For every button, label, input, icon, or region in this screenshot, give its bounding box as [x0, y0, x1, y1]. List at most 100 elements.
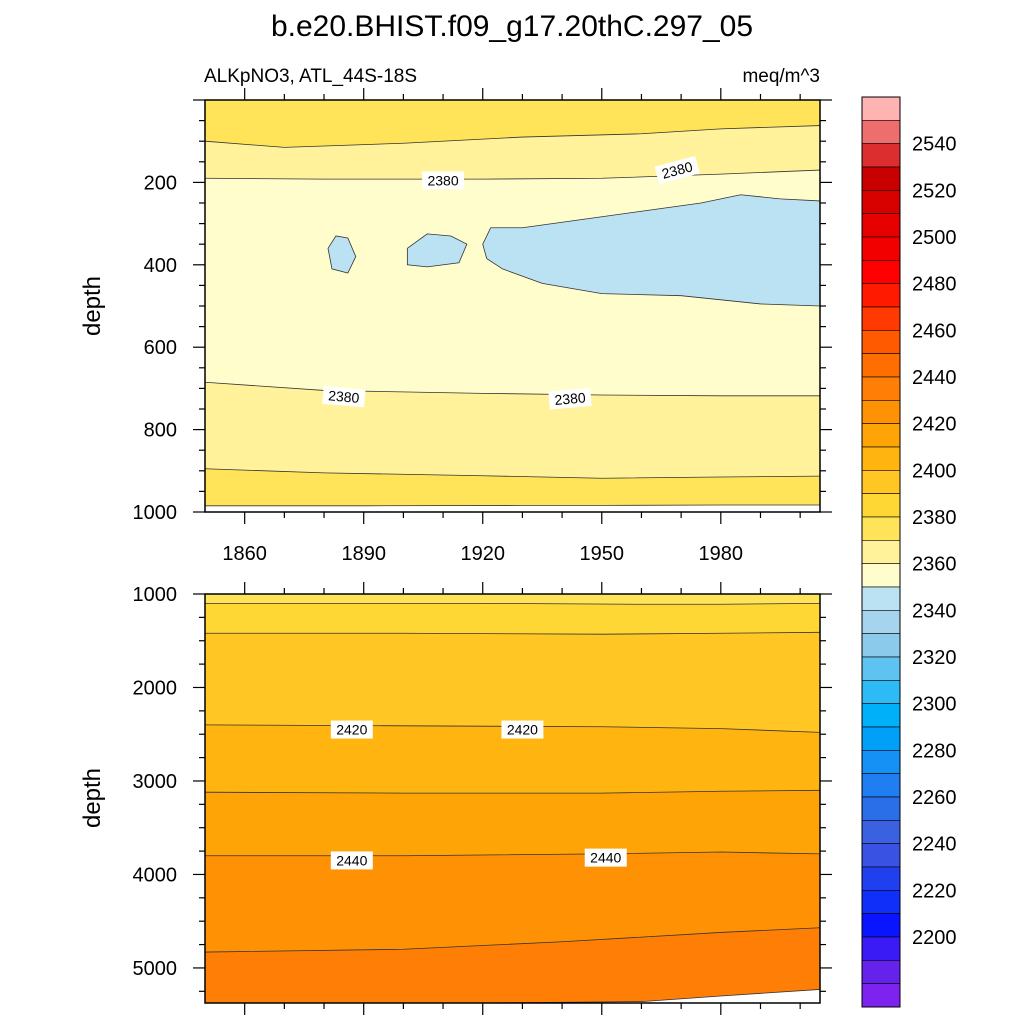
x-tick-label: 1920 [460, 543, 505, 565]
contour-blob-0 [327, 235, 357, 274]
colorbar-swatch [861, 330, 901, 354]
bottom-y-axis-label: depth [79, 768, 106, 828]
colorbar-swatch [861, 423, 901, 448]
contour-line-6 [205, 602, 820, 605]
contour-line-3 [205, 169, 820, 180]
x-axis-ticks [244, 88, 801, 524]
contour-label: 2440 [584, 848, 627, 867]
colorbar-label: 2220 [912, 880, 957, 902]
colorbar-label: 2240 [912, 834, 957, 856]
colorbar-swatch [861, 516, 901, 541]
colorbar-swatch [861, 470, 901, 494]
colorbar-swatch [861, 166, 901, 191]
y-tick-label: 1000 [133, 502, 178, 524]
subtitle-left: ALKpNO3, ATL_44S-18S [204, 66, 417, 87]
y-tick-label: 400 [144, 255, 177, 277]
contour-label: 2420 [330, 720, 373, 739]
colorbar-swatch [861, 96, 901, 121]
colorbar-swatch [861, 143, 901, 168]
colorbar-swatch [861, 913, 901, 938]
colorbar-label: 2400 [912, 460, 957, 482]
top-panel: 1860 1890 1920 1950 1980 200 400 600 800 1000 2380… [133, 88, 832, 565]
colorbar-swatch [861, 190, 901, 214]
y-tick-label: 200 [144, 172, 177, 194]
colorbar-label: 2540 [912, 134, 957, 156]
contour-label: 2440 [330, 851, 373, 870]
contour-label: 2380 [422, 171, 465, 190]
contour-band-6 [205, 594, 820, 605]
colorbar-label: 2480 [912, 274, 957, 296]
contour-fills [205, 100, 820, 507]
colorbar-swatch [861, 306, 901, 331]
colorbar-label: 2440 [912, 367, 957, 389]
x-tick-label: 1890 [341, 543, 386, 565]
x-axis-ticks [244, 582, 801, 1015]
y-tick-label: 600 [144, 337, 177, 359]
colorbar-swatch [861, 633, 901, 658]
svg-text:2380: 2380 [554, 389, 587, 408]
y-tick-label: 4000 [133, 864, 178, 886]
colorbar-swatch [861, 353, 901, 378]
y-tick-label: 5000 [133, 958, 178, 980]
colorbar-swatch [861, 960, 901, 984]
contour-label: 2380 [322, 385, 366, 408]
colorbar-swatch [861, 680, 901, 704]
colorbar-swatch [861, 400, 901, 424]
contour-line-5 [205, 631, 820, 635]
colorbar-label: 2280 [912, 740, 957, 762]
colorbar-label: 2200 [912, 927, 957, 949]
colorbar-swatch [861, 120, 901, 144]
svg-text:2380: 2380 [660, 158, 694, 182]
colorbar-swatch [861, 610, 901, 634]
colorbar-label: 2320 [912, 647, 957, 669]
colorbar-swatch [861, 236, 901, 261]
colorbar-swatch [861, 376, 901, 401]
y-axis-ticks [193, 593, 832, 992]
colorbar-swatch [861, 890, 901, 914]
contour-line-1 [205, 927, 820, 953]
contour-fills [205, 594, 820, 1003]
colorbar-swatch [861, 866, 901, 891]
colorbar-swatch [861, 726, 901, 751]
contour-line-0 [205, 504, 820, 507]
contour-line-0 [205, 989, 820, 1003]
colorbar-swatch [861, 750, 901, 774]
svg-text:2380: 2380 [328, 387, 361, 406]
y-tick-label: 800 [144, 420, 177, 442]
colorbar-label: 2340 [912, 600, 957, 622]
svg-text:2420: 2420 [336, 722, 367, 738]
colorbar-swatch [861, 446, 901, 471]
contour-line-3 [205, 789, 820, 794]
colorbar-swatch [861, 493, 901, 518]
contour-line-4 [205, 125, 820, 148]
colorbar-label: 2380 [912, 507, 957, 529]
colorbar-label: 2360 [912, 554, 957, 576]
colorbar-swatch [861, 843, 901, 868]
svg-text:2420: 2420 [507, 722, 538, 738]
colorbar-swatch [861, 260, 901, 284]
contour-blob-2 [482, 194, 820, 307]
bottom-panel: 1000 2000 3000 4000 5000 2420 2420 2440 2440 [133, 582, 832, 1015]
colorbar-swatch [861, 283, 901, 308]
contour-label: 2380 [654, 155, 700, 185]
contour-blob-1 [406, 233, 468, 268]
colorbar-swatch [861, 936, 901, 961]
colorbar-label: 2520 [912, 180, 957, 202]
colorbar-swatch [861, 820, 901, 844]
svg-text:2440: 2440 [590, 850, 621, 866]
y-tick-label: 3000 [133, 771, 178, 793]
colorbar-label: 2460 [912, 320, 957, 342]
colorbar-swatch [861, 213, 901, 238]
top-y-axis-label: depth [79, 276, 106, 336]
contour-label: 2380 [548, 387, 592, 410]
colorbar-label: 2260 [912, 787, 957, 809]
y-axis-ticks [193, 99, 832, 513]
colorbar-label: 2500 [912, 227, 957, 249]
colorbar-swatch [861, 983, 901, 1008]
colorbar-swatch [861, 656, 901, 681]
colorbar-swatch [861, 796, 901, 821]
y-tick-label: 2000 [133, 677, 178, 699]
plot-frame [204, 593, 821, 1004]
